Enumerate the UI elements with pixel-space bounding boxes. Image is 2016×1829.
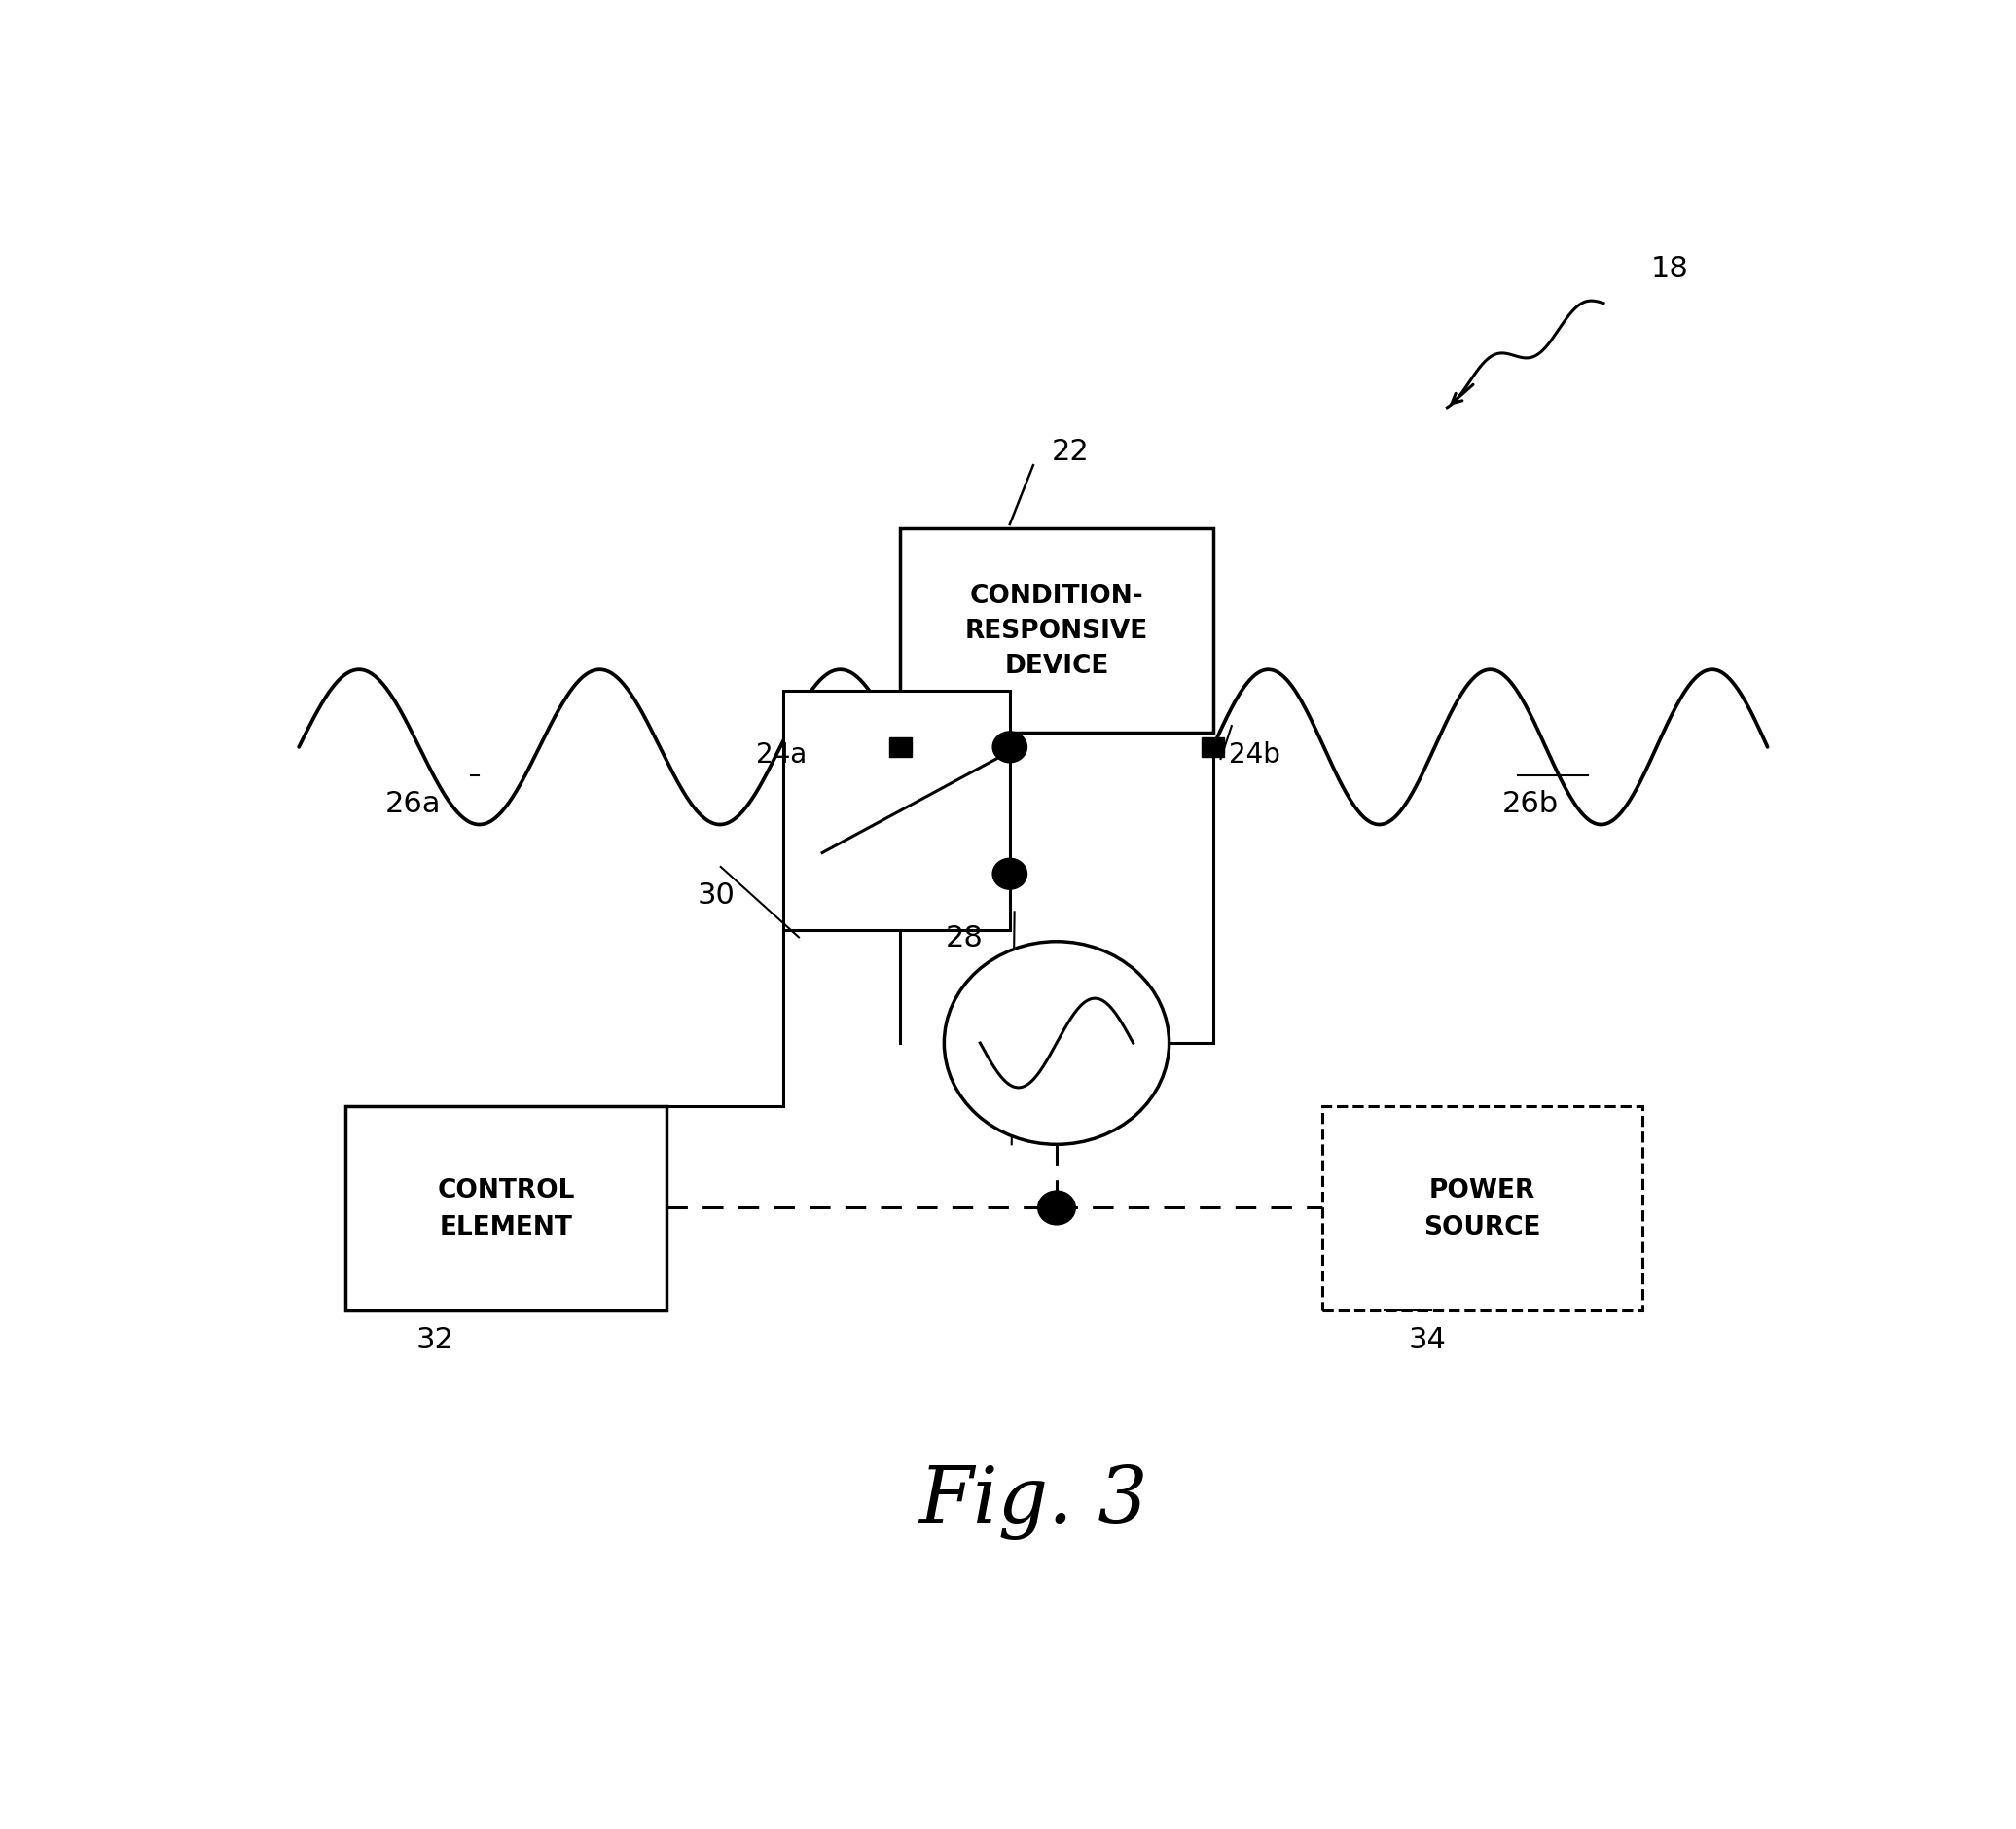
Text: 24a: 24a bbox=[756, 741, 806, 768]
Bar bbox=[1322, 1107, 1643, 1311]
Bar bbox=[782, 691, 1010, 931]
Text: 28: 28 bbox=[946, 924, 984, 951]
Text: 34: 34 bbox=[1407, 1324, 1445, 1353]
Circle shape bbox=[992, 732, 1026, 763]
Bar bbox=[1202, 737, 1224, 757]
Circle shape bbox=[1038, 1191, 1075, 1225]
Text: 26a: 26a bbox=[385, 790, 442, 818]
Text: POWER
SOURCE: POWER SOURCE bbox=[1423, 1178, 1540, 1240]
Circle shape bbox=[992, 860, 1026, 891]
Text: 30: 30 bbox=[698, 882, 736, 909]
Text: 26b: 26b bbox=[1502, 790, 1558, 818]
Bar bbox=[347, 1107, 665, 1311]
Text: CONDITION-
RESPONSIVE
DEVICE: CONDITION- RESPONSIVE DEVICE bbox=[966, 583, 1149, 679]
Text: 32: 32 bbox=[415, 1324, 454, 1353]
Text: 24b: 24b bbox=[1228, 741, 1280, 768]
Text: 18: 18 bbox=[1651, 254, 1687, 283]
Text: 22: 22 bbox=[1052, 437, 1091, 466]
Text: CONTROL
ELEMENT: CONTROL ELEMENT bbox=[437, 1178, 575, 1240]
Bar bbox=[889, 737, 911, 757]
Text: Fig. 3: Fig. 3 bbox=[919, 1463, 1147, 1538]
Circle shape bbox=[943, 942, 1169, 1145]
Bar bbox=[901, 529, 1214, 733]
